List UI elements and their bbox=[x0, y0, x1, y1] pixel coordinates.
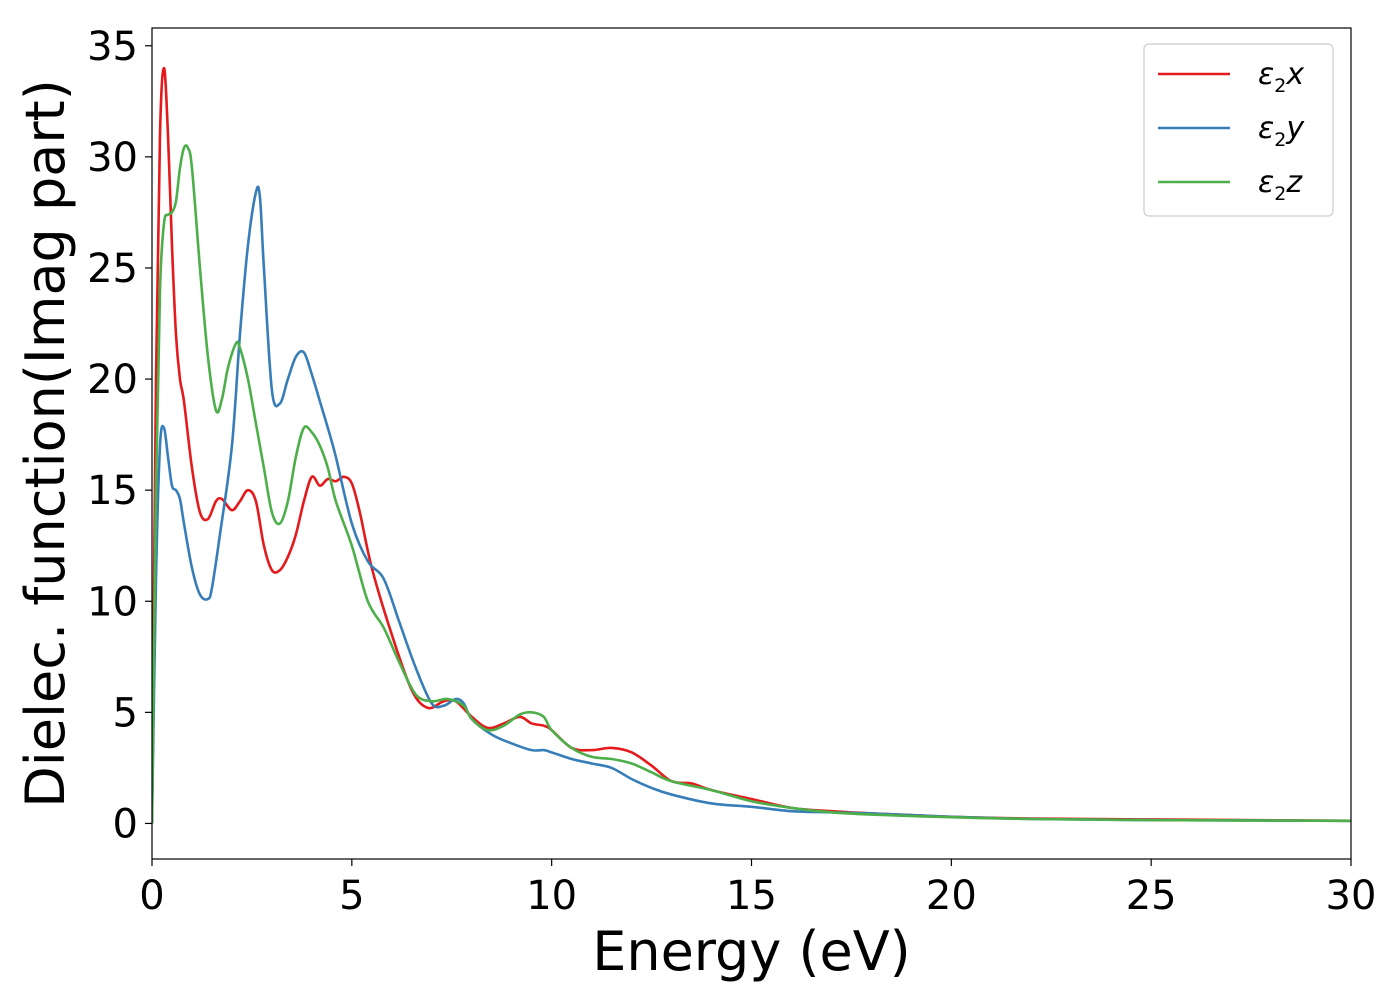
x-tick-label: 15 bbox=[726, 873, 777, 919]
y-tick-label: 30 bbox=[87, 135, 138, 181]
series-layer bbox=[152, 66, 1351, 824]
x-tick-label: 0 bbox=[139, 873, 164, 919]
legend-entry-x: ε2x bbox=[1258, 57, 1304, 97]
x-tick-label: 10 bbox=[526, 873, 577, 919]
series-line-x bbox=[152, 66, 1351, 824]
x-axis-label: Energy (eV) bbox=[592, 920, 911, 983]
x-tick-label: 20 bbox=[926, 873, 977, 919]
y-tick-label: 35 bbox=[87, 24, 138, 70]
legend-entry-z: ε2z bbox=[1258, 165, 1303, 205]
series-line-z bbox=[152, 144, 1351, 824]
y-tick-label: 25 bbox=[87, 246, 138, 292]
y-tick-label: 15 bbox=[87, 468, 138, 514]
x-tick-label: 30 bbox=[1326, 873, 1377, 919]
y-tick-label: 5 bbox=[113, 690, 138, 736]
legend-entry-y: ε2y bbox=[1258, 111, 1305, 151]
x-tick-label: 25 bbox=[1126, 873, 1177, 919]
y-tick-label: 0 bbox=[113, 801, 138, 847]
y-tick-label: 20 bbox=[87, 357, 138, 403]
y-tick-label: 10 bbox=[87, 579, 138, 625]
axis-ticks: 0 5 10 15 20 25 30 0 5 10 15 20 25 30 35 bbox=[87, 24, 1376, 919]
y-axis-label: Dielec. function(Imag part) bbox=[14, 79, 77, 808]
x-tick-label: 5 bbox=[339, 873, 364, 919]
legend-box bbox=[1143, 43, 1334, 217]
series-line-y bbox=[152, 185, 1351, 824]
legend: ε2x ε2y ε2z bbox=[1143, 43, 1334, 217]
